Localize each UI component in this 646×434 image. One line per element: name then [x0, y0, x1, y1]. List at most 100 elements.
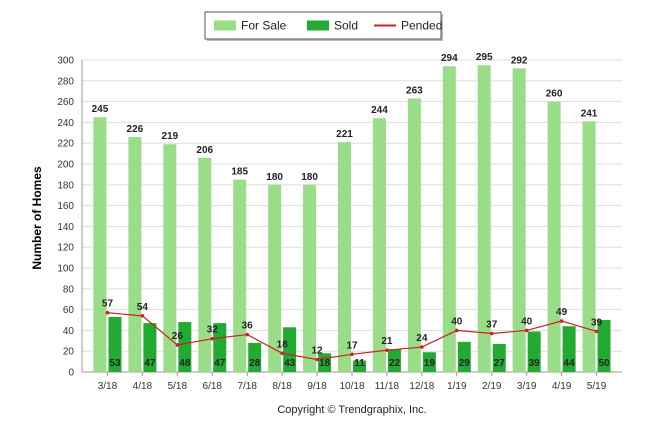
label-sold: 39 [529, 358, 541, 369]
label-for-sale: 185 [231, 167, 248, 178]
x-tick-label: 3/18 [98, 381, 118, 392]
y-tick-label: 100 [57, 264, 74, 275]
x-tick-label: 3/19 [517, 381, 537, 392]
label-sold: 22 [389, 358, 401, 369]
label-pended: 17 [346, 340, 358, 351]
bar-sold [457, 341, 471, 372]
x-tick-label: 7/18 [237, 381, 257, 392]
x-tick-label: 10/18 [339, 381, 364, 392]
legend-swatch-for-sale [214, 20, 236, 31]
label-for-sale: 294 [441, 53, 458, 64]
y-tick-label: 280 [57, 76, 74, 87]
pended-point [105, 310, 110, 315]
label-for-sale: 226 [127, 124, 144, 135]
label-pended: 36 [242, 321, 254, 332]
axes: 0 20 40 60 80 100 120 140 160 180 200 220 240 260 280 3… [57, 56, 622, 392]
label-sold: 28 [249, 358, 261, 369]
label-pended: 57 [102, 299, 114, 310]
label-pended: 21 [381, 336, 393, 347]
bar-sold [527, 331, 541, 372]
label-for-sale: 219 [161, 131, 178, 142]
grid-lines [82, 59, 622, 373]
pended-point [315, 357, 319, 362]
bars [93, 65, 611, 373]
label-pended: 26 [172, 331, 184, 342]
bar-for-sale [233, 179, 247, 372]
pended-point [524, 328, 529, 333]
y-tick-label: 40 [63, 326, 75, 337]
label-for-sale: 180 [266, 172, 283, 183]
label-pended: 37 [486, 320, 498, 331]
pended-point [455, 328, 459, 333]
pended-point [489, 331, 494, 336]
legend-label-pended: Pended [401, 19, 442, 33]
bar-for-sale [582, 121, 596, 372]
label-for-sale: 292 [511, 55, 528, 66]
label-sold: 43 [284, 358, 296, 369]
bar-for-sale [547, 101, 561, 372]
y-tick-label: 160 [57, 201, 74, 212]
label-for-sale: 245 [92, 104, 109, 115]
label-for-sale: 180 [301, 172, 318, 183]
label-sold: 50 [598, 358, 610, 369]
bar-sold [178, 322, 192, 372]
bar-sold [283, 327, 297, 372]
bar-for-sale [303, 184, 317, 372]
label-sold: 27 [494, 358, 506, 369]
bar-sold [562, 326, 576, 372]
label-for-sale: 244 [371, 105, 388, 116]
bar-sold [248, 342, 262, 372]
copyright-text: Copyright © Trendgraphix, Inc. [277, 404, 426, 416]
label-sold: 53 [109, 358, 121, 369]
label-sold: 18 [319, 358, 331, 369]
bar-sold [597, 320, 611, 372]
bar-sold [108, 316, 122, 372]
label-for-sale: 241 [581, 108, 598, 119]
legend-swatch-sold [307, 20, 329, 31]
label-pended: 49 [556, 307, 568, 318]
label-pended: 40 [451, 316, 463, 327]
pended-point [175, 343, 180, 347]
legend-label-sold: Sold [334, 19, 358, 33]
label-for-sale: 206 [196, 145, 213, 156]
label-sold: 47 [214, 358, 226, 369]
bar-for-sale [128, 136, 142, 372]
y-tick-label: 80 [63, 284, 75, 295]
pended-line [105, 310, 599, 362]
label-pended: 40 [521, 316, 533, 327]
y-tick-label: 300 [57, 56, 74, 67]
bar-for-sale [163, 144, 177, 372]
x-tick-label: 1/19 [447, 381, 467, 392]
data-labels: 2455322647219482064718528180431801822111… [92, 52, 610, 369]
bar-for-sale [407, 98, 421, 372]
y-tick-label: 220 [57, 139, 74, 150]
y-tick-label: 140 [57, 222, 74, 233]
y-tick-label: 20 [63, 347, 75, 358]
bar-sold [213, 323, 227, 372]
label-for-sale: 260 [546, 89, 563, 100]
x-tick-label: 12/18 [409, 381, 434, 392]
pended-point [594, 329, 599, 334]
pended-point [210, 336, 215, 341]
label-for-sale: 263 [406, 85, 423, 96]
x-tick-label: 5/18 [168, 381, 188, 392]
bar-sold [387, 349, 401, 372]
bar-for-sale [93, 117, 107, 372]
pended-point [350, 352, 354, 357]
label-for-sale: 221 [336, 129, 353, 140]
x-tick-label: 2/19 [482, 381, 502, 392]
label-sold: 44 [564, 358, 576, 369]
y-tick-label: 240 [57, 118, 74, 129]
bar-for-sale [512, 68, 526, 372]
label-pended: 12 [312, 346, 324, 357]
y-tick-label: 0 [68, 368, 74, 379]
label-sold: 29 [459, 358, 471, 369]
pended-point [559, 319, 564, 323]
label-sold: 47 [144, 358, 156, 369]
x-tick-label: 4/19 [552, 381, 572, 392]
bar-sold [422, 352, 436, 372]
y-tick-label: 200 [57, 160, 74, 171]
y-tick-label: 260 [57, 97, 74, 108]
bar-sold [143, 323, 157, 372]
x-tick-label: 5/19 [587, 381, 607, 392]
